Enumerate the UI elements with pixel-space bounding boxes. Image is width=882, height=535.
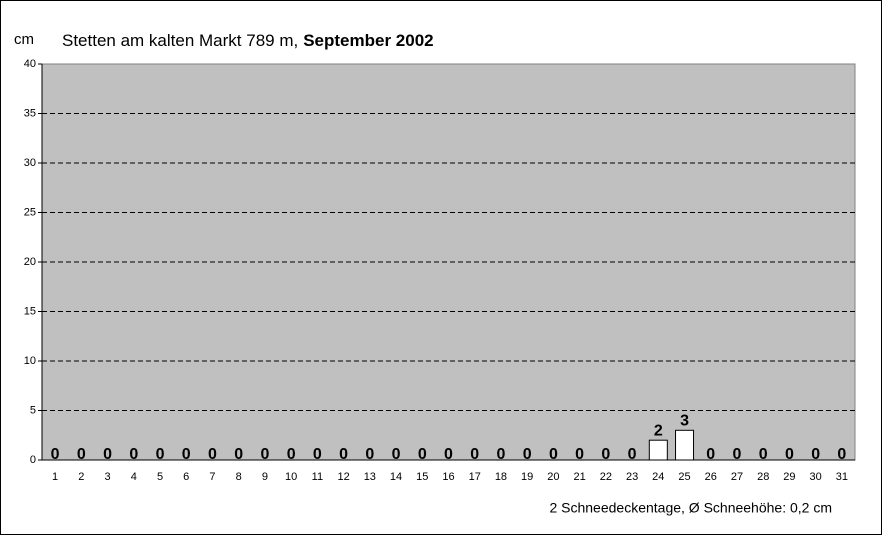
y-axis-label: cm — [14, 31, 34, 48]
x-tick-label: 28 — [757, 471, 769, 483]
x-tick-label: 3 — [105, 471, 111, 483]
x-tick-label: 29 — [783, 471, 795, 483]
y-tick-label: 35 — [24, 107, 36, 119]
data-label: 0 — [575, 446, 584, 463]
y-tick-label: 30 — [24, 157, 36, 169]
data-label: 0 — [837, 446, 846, 463]
x-tick-label: 26 — [705, 471, 717, 483]
y-tick-label: 40 — [24, 58, 36, 70]
x-tick-label: 23 — [626, 471, 638, 483]
data-label: 0 — [470, 446, 479, 463]
data-label: 0 — [811, 446, 820, 463]
data-label: 0 — [234, 446, 243, 463]
data-label: 0 — [313, 446, 322, 463]
x-tick-label: 6 — [183, 471, 189, 483]
x-tick-label: 21 — [574, 471, 586, 483]
data-label: 0 — [496, 446, 505, 463]
chart-title: Stetten am kalten Markt 789 m, September … — [62, 31, 434, 50]
data-label: 0 — [392, 446, 401, 463]
x-tick-label: 13 — [364, 471, 376, 483]
x-tick-label: 24 — [652, 471, 664, 483]
data-label: 0 — [182, 446, 191, 463]
x-tick-label: 4 — [131, 471, 137, 483]
y-tick-label: 10 — [24, 355, 36, 367]
x-tick-label: 25 — [678, 471, 690, 483]
data-label: 0 — [759, 446, 768, 463]
data-label: 0 — [706, 446, 715, 463]
data-label: 0 — [129, 446, 138, 463]
bar — [675, 429, 695, 461]
data-label: 0 — [628, 446, 637, 463]
x-tick-label: 11 — [312, 471, 323, 483]
data-label: 0 — [733, 446, 742, 463]
y-tick-label: 5 — [30, 404, 36, 416]
plot-area — [41, 63, 856, 461]
x-tick-label: 7 — [209, 471, 215, 483]
data-label: 0 — [103, 446, 112, 463]
x-tick-label: 12 — [337, 471, 349, 483]
y-tick-label: 25 — [24, 206, 36, 218]
data-label: 0 — [287, 446, 296, 463]
x-tick-label: 20 — [547, 471, 559, 483]
x-tick-label: 27 — [731, 471, 743, 483]
x-tick-label: 14 — [390, 471, 402, 483]
y-tick-label: 15 — [24, 305, 36, 317]
x-tick-label: 10 — [285, 471, 297, 483]
footer-note: 2 Schneedeckentage, Ø Schneehöhe: 0,2 cm — [549, 500, 832, 516]
bar — [648, 439, 668, 461]
data-label: 2 — [654, 422, 663, 439]
x-tick-label: 19 — [521, 471, 533, 483]
x-tick-label: 30 — [810, 471, 822, 483]
x-tick-label: 2 — [78, 471, 84, 483]
x-tick-label: 5 — [157, 471, 163, 483]
x-tick-label: 18 — [495, 471, 507, 483]
data-label: 0 — [418, 446, 427, 463]
data-label: 0 — [365, 446, 374, 463]
data-label: 0 — [156, 446, 165, 463]
data-label: 0 — [260, 446, 269, 463]
x-tick-label: 16 — [442, 471, 454, 483]
data-label: 0 — [523, 446, 532, 463]
x-tick-label: 8 — [236, 471, 242, 483]
title-location: Stetten am kalten Markt 789 m, — [62, 31, 298, 50]
data-label: 3 — [680, 413, 689, 430]
data-label: 0 — [339, 446, 348, 463]
x-tick-label: 31 — [836, 471, 848, 483]
data-label: 0 — [51, 446, 60, 463]
x-tick-label: 9 — [262, 471, 268, 483]
y-tick-label: 20 — [24, 256, 36, 268]
x-tick-label: 15 — [416, 471, 428, 483]
x-tick-label: 1 — [52, 471, 58, 483]
data-label: 0 — [77, 446, 86, 463]
data-label: 0 — [785, 446, 794, 463]
data-label: 0 — [601, 446, 610, 463]
y-tick-label: 0 — [30, 454, 36, 466]
data-label: 0 — [549, 446, 558, 463]
x-tick-label: 17 — [469, 471, 481, 483]
title-period: September 2002 — [303, 31, 433, 50]
data-label: 0 — [208, 446, 217, 463]
data-label: 0 — [444, 446, 453, 463]
x-tick-label: 22 — [600, 471, 612, 483]
